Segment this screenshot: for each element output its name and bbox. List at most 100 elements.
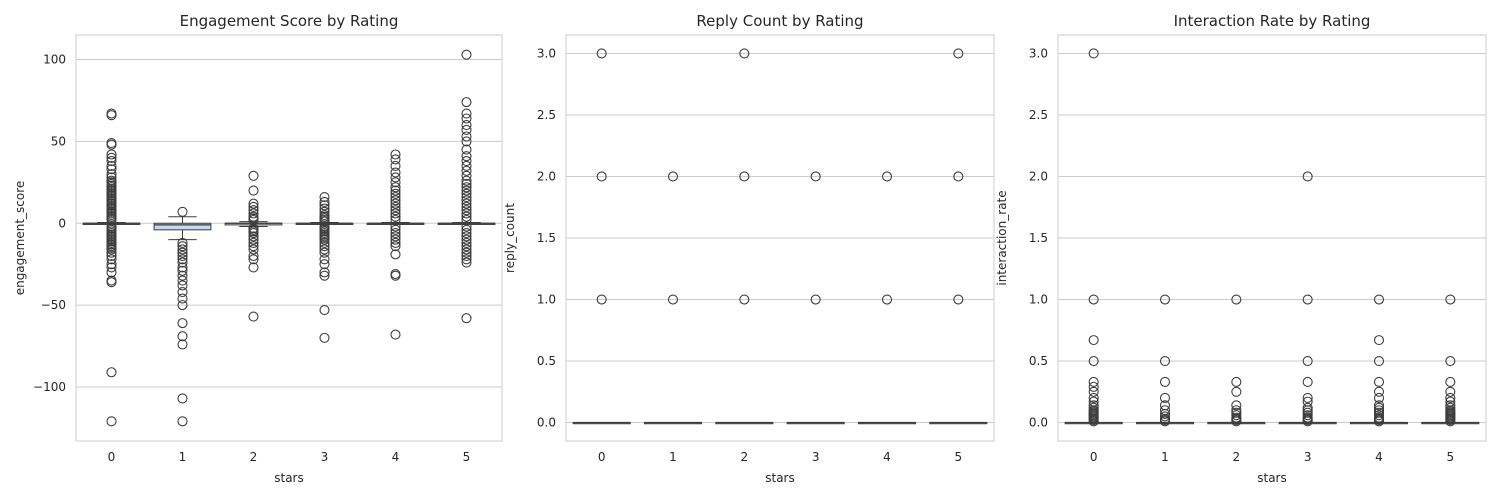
outlier-point — [461, 113, 472, 124]
outlier-point — [1231, 376, 1242, 387]
outlier-point — [1302, 416, 1313, 427]
y-tick-label: 1.5 — [537, 231, 556, 245]
outlier-point — [461, 108, 472, 119]
outlier-point — [461, 119, 472, 131]
outlier-point — [461, 160, 472, 172]
outlier-point — [1373, 335, 1385, 346]
outlier-point — [106, 149, 117, 160]
outlier-point — [461, 205, 472, 216]
outlier-point — [881, 294, 893, 305]
outlier-point — [461, 198, 472, 209]
outlier-point — [106, 164, 117, 175]
outlier-point — [1231, 416, 1242, 427]
outlier-point — [596, 48, 607, 59]
outlier-point — [596, 171, 607, 182]
box-stars-2 — [1207, 294, 1266, 427]
x-axis-label: stars — [1257, 471, 1287, 485]
outlier-point — [390, 270, 401, 281]
y-tick-label: 0.0 — [1029, 416, 1048, 430]
x-tick-label: 5 — [955, 450, 963, 464]
y-tick-label: 50 — [51, 134, 66, 148]
outlier-point — [390, 214, 401, 226]
outlier-point — [319, 304, 330, 316]
box-stars-1 — [1135, 294, 1195, 427]
x-tick-label: 2 — [1233, 450, 1241, 464]
outlier-point — [461, 237, 472, 248]
outlier-point — [106, 416, 117, 427]
outlier-point — [390, 221, 401, 232]
outlier-point — [461, 247, 472, 258]
outlier-point — [461, 195, 472, 206]
outlier-point — [1302, 294, 1313, 305]
outlier-point — [1373, 386, 1385, 397]
outlier-point — [390, 231, 401, 242]
box-stars-2 — [224, 170, 283, 322]
outlier-point — [390, 198, 401, 209]
chart-panel-2: 3.0 2.5 2.0 1.5 1.0 0.5 0.0 0 1 2 3 4 5 Reply Count b… — [503, 12, 995, 485]
outlier-point — [1445, 386, 1456, 397]
outlier-point — [319, 267, 330, 278]
box-stars-0 — [1064, 48, 1123, 427]
outlier-point — [390, 205, 401, 216]
outlier-point — [461, 178, 472, 190]
outlier-point — [1159, 408, 1171, 419]
x-tick-label: 2 — [250, 450, 258, 464]
x-tick-label: 0 — [598, 450, 606, 464]
outlier-point — [390, 249, 401, 260]
outlier-point — [1159, 376, 1171, 387]
box-stars-4 — [1349, 294, 1409, 427]
outlier-point — [461, 182, 472, 193]
plot-area — [75, 34, 503, 442]
box-stars-3 — [786, 171, 845, 425]
outlier-point — [461, 208, 472, 219]
y-tick-label: 0.0 — [537, 416, 556, 430]
y-tick-label: 2.0 — [1029, 169, 1048, 183]
outlier-point — [390, 201, 401, 212]
outlier-point — [461, 221, 472, 232]
outlier-point — [461, 201, 472, 212]
outlier-point — [390, 241, 401, 252]
outlier-point — [461, 151, 472, 162]
outlier-point — [248, 228, 259, 239]
outlier-point — [106, 172, 117, 183]
outlier-point — [319, 270, 330, 281]
outlier-point — [1373, 376, 1385, 387]
outlier-point — [1088, 335, 1099, 346]
outlier-point — [461, 313, 472, 324]
outlier-point — [1302, 355, 1313, 367]
outlier-point — [319, 241, 330, 252]
outlier-point — [248, 262, 259, 273]
outlier-point — [248, 201, 259, 212]
outlier-point — [1088, 416, 1099, 427]
outlier-point — [248, 241, 259, 252]
outlier-point — [390, 224, 401, 235]
x-tick-label: 1 — [1161, 450, 1169, 464]
outlier-point — [1159, 392, 1171, 403]
outlier-point — [177, 393, 188, 404]
outlier-point — [953, 171, 964, 182]
outlier-point — [461, 234, 472, 245]
outlier-point — [1373, 416, 1385, 427]
x-tick-label: 1 — [669, 450, 677, 464]
x-tick-label: 5 — [463, 450, 471, 464]
outlier-point — [1445, 416, 1456, 427]
outlier-point — [596, 294, 607, 305]
outlier-point — [248, 234, 259, 245]
chart-panel-1: 100 50 0 −50 −100 0 1 2 3 4 5 Engagement Score by R… — [13, 12, 503, 485]
outlier-point — [319, 254, 330, 265]
outlier-point — [177, 250, 188, 262]
outlier-point — [390, 185, 401, 196]
box-stars-3 — [295, 192, 354, 343]
x-tick-label: 4 — [1375, 450, 1383, 464]
outlier-point — [106, 110, 117, 121]
outlier-point — [248, 214, 259, 226]
outlier-point — [177, 293, 188, 304]
outlier-point — [248, 237, 259, 248]
outlier-point — [953, 294, 964, 305]
outlier-point — [177, 275, 188, 286]
outlier-point — [461, 224, 472, 235]
outlier-point — [177, 262, 188, 273]
outlier-point — [106, 160, 117, 172]
outlier-point — [461, 228, 472, 239]
outlier-point — [1231, 410, 1242, 421]
